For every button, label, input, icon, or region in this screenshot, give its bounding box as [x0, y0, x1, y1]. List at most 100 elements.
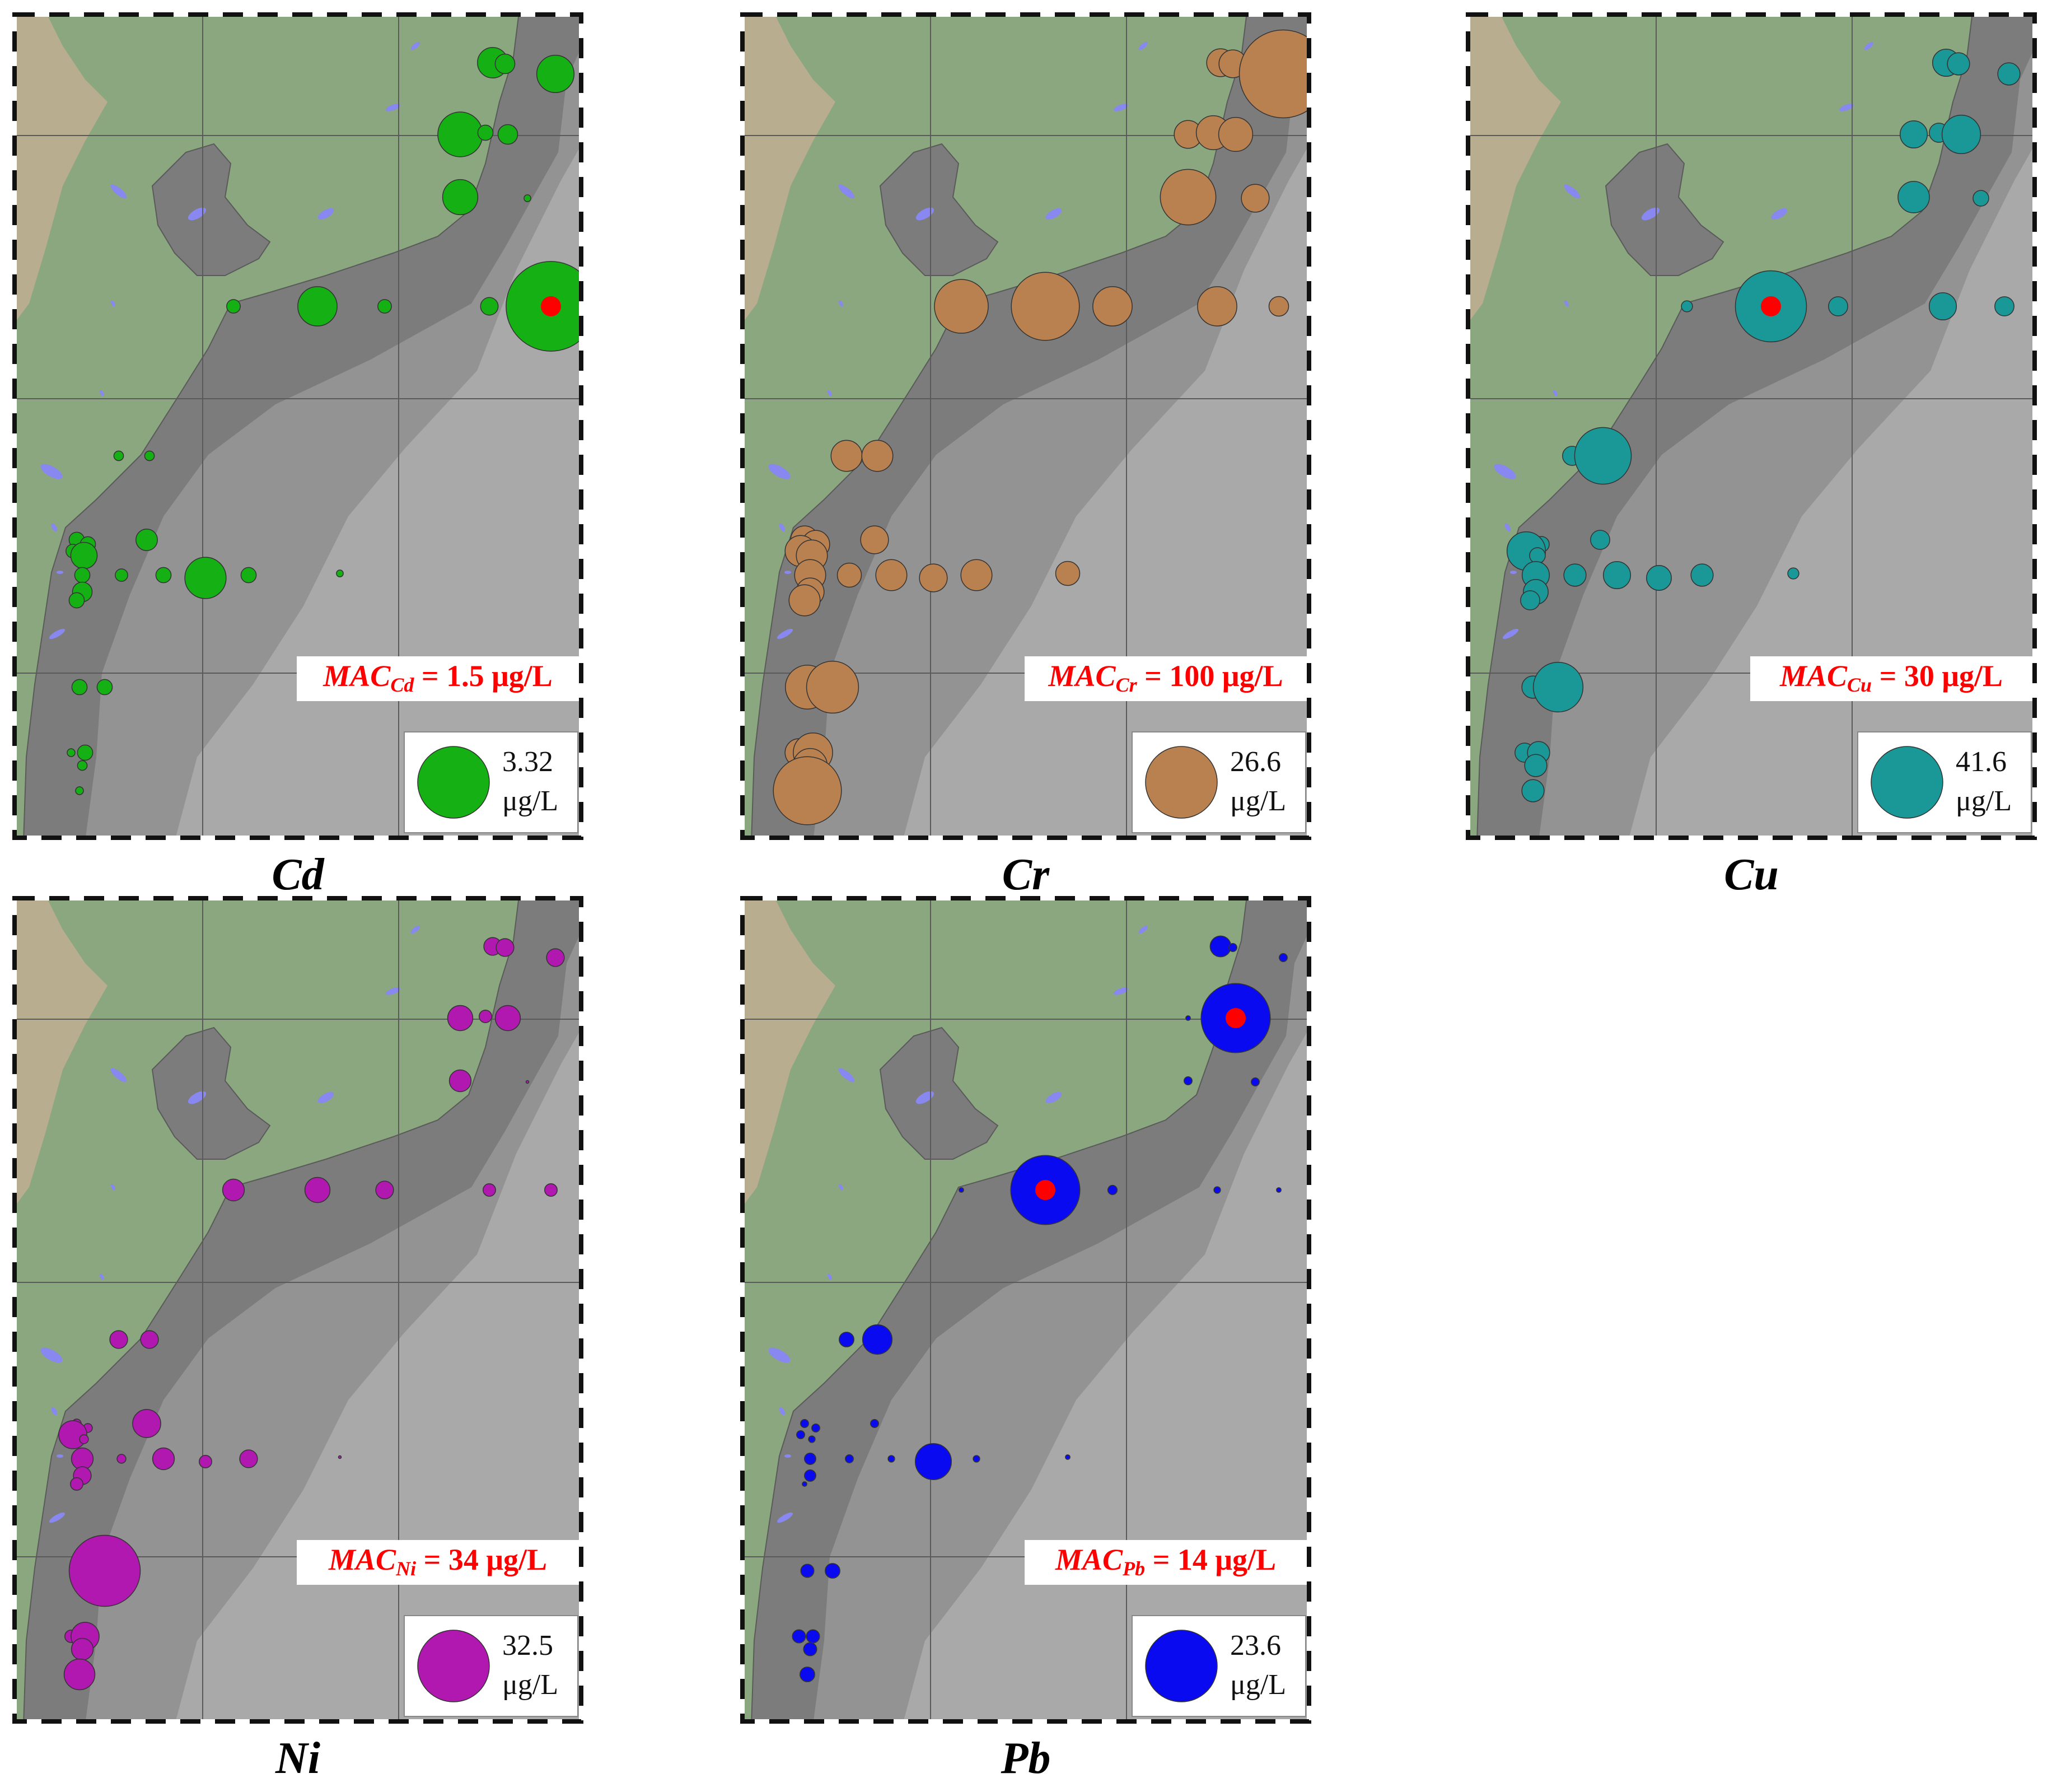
site-marker [1590, 530, 1610, 550]
lake [410, 925, 420, 934]
site-marker [804, 1469, 816, 1482]
site-marker [802, 1481, 807, 1487]
legend-unit: μg/L [1956, 785, 2012, 817]
mac-label-box [297, 656, 579, 701]
panel-caption: Cd [272, 850, 324, 899]
lake [768, 464, 791, 479]
bay [879, 143, 999, 276]
site-marker [1532, 661, 1584, 713]
legend-value: 41.6 [1956, 746, 2007, 778]
lake [777, 628, 793, 640]
site-marker [1228, 943, 1237, 952]
bay [879, 1026, 999, 1160]
site-marker [1218, 116, 1254, 152]
site-marker [960, 559, 993, 591]
site-marker [135, 529, 158, 551]
site-marker [792, 1629, 806, 1644]
exceedance-marker [1226, 1008, 1246, 1028]
site-marker [806, 1629, 820, 1644]
map-svg: MACNi = 34 μg/L 32.5 μg/L [12, 896, 583, 1724]
lake [784, 1454, 791, 1458]
site-marker [1928, 292, 1957, 321]
site-marker [860, 525, 889, 554]
site-marker [1602, 561, 1632, 590]
site-marker [483, 1183, 496, 1197]
site-marker [1251, 1077, 1260, 1086]
legend-circle [417, 746, 490, 819]
site-marker [1524, 754, 1548, 777]
site-marker [525, 1080, 530, 1084]
legend-circle [417, 1630, 490, 1702]
site-marker [199, 1455, 212, 1468]
lake [57, 571, 63, 574]
lake [49, 628, 66, 640]
lake [1045, 208, 1062, 220]
site-marker [1997, 62, 2021, 86]
site-marker [800, 1419, 809, 1428]
site-marker [544, 1183, 558, 1197]
map-frame [740, 896, 1311, 1724]
site-marker [825, 1563, 840, 1579]
mac-label-box [1025, 656, 1307, 701]
site-marker [109, 1330, 128, 1349]
site-marker [77, 744, 94, 761]
lake [1504, 523, 1511, 532]
legend-unit: μg/L [1230, 1669, 1286, 1701]
map-frame [12, 896, 583, 1724]
site-marker [96, 679, 113, 696]
panel-caption: Cu [1724, 850, 1779, 899]
lake [779, 523, 786, 532]
legend-value: 23.6 [1230, 1630, 1281, 1662]
site-marker [875, 559, 908, 591]
panel-caption: Pb [1001, 1734, 1051, 1783]
site-marker [804, 1453, 816, 1465]
lake [1771, 208, 1788, 220]
site-marker [1828, 296, 1848, 316]
lake [100, 1273, 104, 1280]
site-marker [1213, 1186, 1221, 1194]
lake [1494, 464, 1516, 479]
site-marker [523, 194, 531, 202]
map-svg: MACCr = 100 μg/L 26.6 μg/L [740, 12, 1311, 840]
bay [1605, 143, 1724, 276]
upland-area [17, 900, 107, 1204]
site-marker [1268, 296, 1289, 317]
site-marker [546, 948, 565, 967]
site-marker [1011, 272, 1080, 341]
site-marker [788, 584, 821, 617]
lake [1113, 104, 1129, 111]
site-marker [479, 1010, 492, 1023]
map-panel-pb: MACPb = 14 μg/L 23.6 μg/L Pb [740, 896, 1311, 1783]
site-marker [1897, 181, 1930, 213]
site-marker [70, 542, 98, 570]
site-marker [77, 760, 88, 771]
legend-circle [1871, 746, 1943, 819]
site-marker [800, 1667, 815, 1682]
panel-caption: Ni [275, 1734, 320, 1783]
lake [188, 1091, 207, 1104]
site-marker [839, 1332, 854, 1347]
site-marker [862, 1324, 893, 1355]
lake [111, 1184, 115, 1191]
lake [40, 1347, 63, 1363]
site-marker [914, 1443, 952, 1481]
map-panel-ni: MACNi = 34 μg/L 32.5 μg/L Ni [12, 896, 583, 1783]
mac-label: MACCd = 1.5 μg/L [322, 659, 552, 696]
lake [385, 987, 401, 995]
lake [1138, 41, 1148, 50]
site-marker [68, 592, 85, 609]
bay [151, 1026, 271, 1160]
site-marker [63, 1658, 96, 1691]
panel-caption: Cr [1002, 850, 1050, 899]
site-marker [67, 748, 76, 757]
site-marker [1241, 184, 1270, 213]
site-marker [919, 563, 948, 592]
site-marker [1681, 300, 1693, 312]
site-marker [132, 1409, 161, 1438]
upland-area [745, 17, 835, 320]
site-marker [79, 1434, 89, 1444]
site-marker [1520, 590, 1540, 610]
site-marker [71, 679, 88, 696]
site-marker [71, 1637, 94, 1661]
land-area [17, 900, 520, 1719]
